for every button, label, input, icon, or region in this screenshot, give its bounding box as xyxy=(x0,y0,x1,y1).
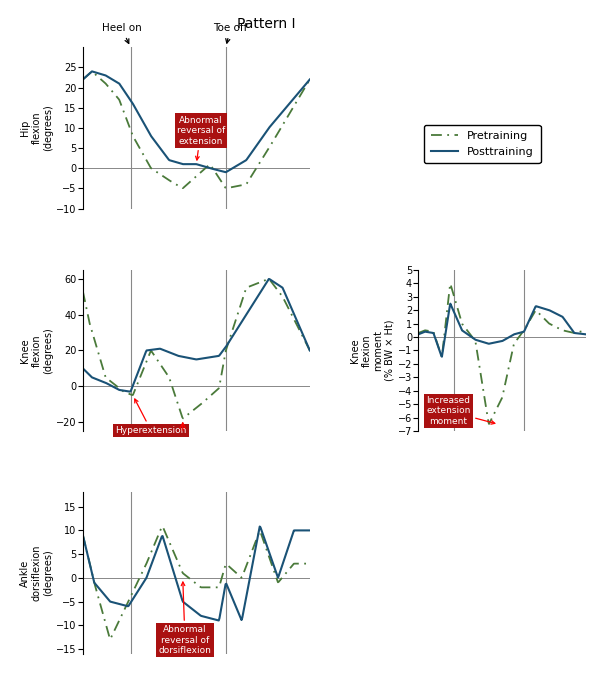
Text: Toe off: Toe off xyxy=(213,23,247,43)
Text: Abnormal
reversal of
dorsiflexion: Abnormal reversal of dorsiflexion xyxy=(159,582,211,655)
Text: Hyperextension: Hyperextension xyxy=(115,399,186,435)
Text: Abnormal
reversal of
extension: Abnormal reversal of extension xyxy=(177,116,225,160)
Y-axis label: Hip
flexion
(degrees): Hip flexion (degrees) xyxy=(20,104,53,151)
Legend: Pretraining, Posttraining: Pretraining, Posttraining xyxy=(424,125,540,163)
Text: Heel on: Heel on xyxy=(102,23,141,43)
Y-axis label: Knee
flexion
(degrees): Knee flexion (degrees) xyxy=(20,327,53,374)
Y-axis label: Ankle
dorsiflexion
(degrees): Ankle dorsiflexion (degrees) xyxy=(20,545,53,601)
Y-axis label: Knee
flexion
moment
(% BW × Ht): Knee flexion moment (% BW × Ht) xyxy=(350,319,395,381)
Text: Increased
extension
moment: Increased extension moment xyxy=(426,396,495,426)
Text: Pattern I: Pattern I xyxy=(237,17,295,31)
